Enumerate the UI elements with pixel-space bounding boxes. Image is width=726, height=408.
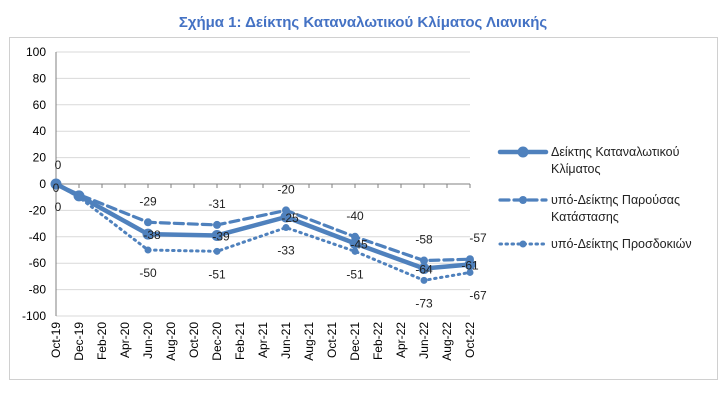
data-label: -29 <box>139 194 157 208</box>
gridlines <box>56 51 470 317</box>
data-point <box>420 256 428 265</box>
y-tick-label: 60 <box>33 98 47 112</box>
y-tick-label: 100 <box>26 45 46 59</box>
x-tick-label: Dec-20 <box>210 322 224 361</box>
data-point <box>418 262 430 274</box>
data-label: -50 <box>139 266 157 280</box>
data-label: -67 <box>469 288 487 302</box>
data-label: -51 <box>208 267 226 281</box>
data-label: -45 <box>350 237 368 251</box>
data-point <box>351 232 359 241</box>
data-label: -20 <box>277 182 295 196</box>
x-tick-label: Apr-21 <box>256 322 270 358</box>
x-tick-label: Feb-22 <box>371 322 385 360</box>
series-lines <box>50 178 476 284</box>
data-point <box>75 193 83 201</box>
y-tick-label: 20 <box>33 151 47 165</box>
data-point <box>211 229 223 241</box>
x-tick-label: Aug-21 <box>302 322 316 361</box>
legend-label: υπό-Δείκτης Παρούσας Κατάστασης <box>551 193 680 224</box>
chart-title: Σχήμα 1: Δείκτης Καταναλωτικού Κλίματος … <box>178 14 548 31</box>
series-line <box>54 182 472 282</box>
x-tick-label: Dec-21 <box>348 322 362 361</box>
data-point <box>282 224 290 232</box>
x-tick-label: Feb-21 <box>233 322 247 360</box>
data-point <box>52 180 60 188</box>
data-label: -40 <box>346 209 364 223</box>
data-label: -33 <box>277 244 295 258</box>
y-tick-label: -80 <box>29 283 47 297</box>
data-point <box>466 268 474 276</box>
x-tick-label: Jun-20 <box>141 322 155 359</box>
data-label: -73 <box>415 296 433 310</box>
data-point <box>144 246 152 254</box>
data-label: -64 <box>415 262 433 276</box>
data-label: -61 <box>461 259 479 273</box>
y-tick-label: -20 <box>29 203 47 217</box>
data-label: 0 <box>55 158 62 172</box>
legend: Δείκτης Καταναλωτικού Κλίματος υπό-Δείκτης… <box>497 145 692 251</box>
x-tick-label: Dec-19 <box>72 322 86 361</box>
x-tick-label: Feb-20 <box>95 322 109 360</box>
y-tick-label: 80 <box>33 71 47 85</box>
data-label: 0 <box>55 200 62 214</box>
data-point <box>420 276 428 284</box>
legend-marker <box>519 240 527 248</box>
data-label: -38 <box>143 228 161 242</box>
x-tick-label: Apr-20 <box>118 322 132 358</box>
data-label: -31 <box>208 197 226 211</box>
data-point <box>213 247 221 255</box>
x-tick-label: Oct-22 <box>463 322 477 358</box>
x-tick-label: Oct-19 <box>49 322 63 358</box>
y-tick-label: -60 <box>29 256 47 270</box>
data-point <box>142 228 154 240</box>
legend-marker <box>519 196 527 204</box>
series-line <box>54 182 472 263</box>
data-label: -25 <box>281 211 299 225</box>
data-label: 0 <box>53 181 60 195</box>
data-point <box>349 237 361 249</box>
data-point <box>466 255 474 264</box>
y-tick-label: -40 <box>29 230 47 244</box>
data-label: -57 <box>469 231 487 245</box>
legend-label: Δείκτης Καταναλωτικού Κλίματος <box>551 145 680 176</box>
y-tick-label: 40 <box>33 124 47 138</box>
legend-label: υπό-Δείκτης Προσδοκιών <box>551 237 692 251</box>
data-label: -39 <box>212 229 230 243</box>
y-tick-label: -100 <box>22 309 46 323</box>
data-point <box>282 206 290 215</box>
data-point <box>351 247 359 255</box>
legend-marker <box>517 146 529 158</box>
data-point <box>280 211 292 223</box>
x-tick-label: Oct-20 <box>187 322 201 358</box>
x-tick-label: Aug-22 <box>440 322 454 361</box>
data-point <box>213 220 221 229</box>
data-label: -58 <box>415 233 433 247</box>
series-line <box>53 181 473 271</box>
y-tick-label: 0 <box>39 177 46 191</box>
x-tick-label: Jun-22 <box>417 322 431 359</box>
data-label: -51 <box>346 267 364 281</box>
x-tick-label: Apr-22 <box>394 322 408 358</box>
data-point <box>144 218 152 227</box>
data-labels: 0 -38 -39 -25 -45 -64 -61 0 -29 -31 -20 -40 -58 -57 0 -… <box>53 158 487 310</box>
x-tick-label: Oct-21 <box>325 322 339 358</box>
x-tick-label: Jun-21 <box>279 322 293 359</box>
chart-frame <box>9 37 718 380</box>
x-tick-label: Aug-20 <box>164 322 178 361</box>
